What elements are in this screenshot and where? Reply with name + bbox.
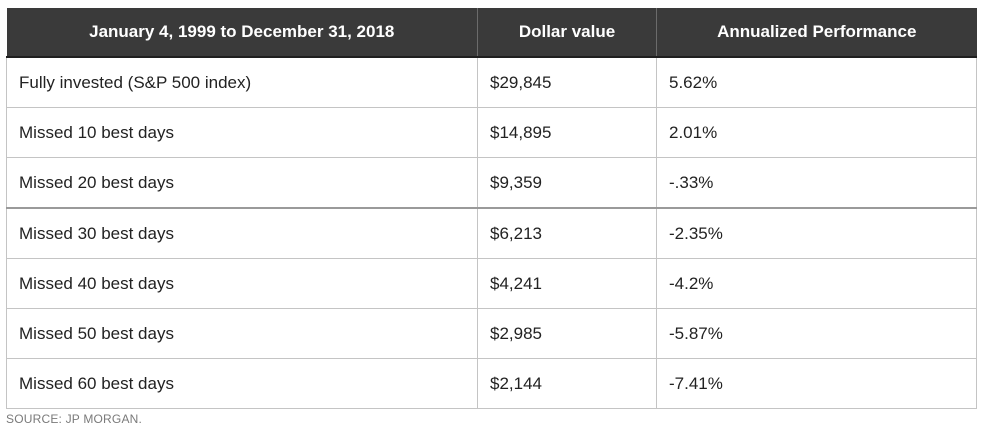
dollar-value-cell: $29,845 [477,56,657,108]
header-dollar-value: Dollar value [477,8,657,58]
dollar-value-cell: $2,144 [477,358,657,409]
performance-cell: -2.35% [656,207,977,259]
dollar-value-cell: $4,241 [477,258,657,309]
table-row: Missed 20 best days $9,359 -.33% [6,157,977,209]
source-note: SOURCE: JP MORGAN. [6,412,143,426]
dollar-value-cell: $6,213 [477,207,657,259]
dollar-value-cell: $9,359 [477,157,657,209]
scenario-cell: Missed 20 best days [6,157,478,209]
performance-cell: 2.01% [656,107,977,158]
table-row: Fully invested (S&P 500 index) $29,845 5… [6,56,977,108]
performance-cell: -4.2% [656,258,977,309]
table-row: Missed 50 best days $2,985 -5.87% [6,308,977,359]
performance-cell: -7.41% [656,358,977,409]
table-row: Missed 10 best days $14,895 2.01% [6,107,977,158]
dollar-value-cell: $2,985 [477,308,657,359]
scenario-cell: Missed 50 best days [6,308,478,359]
scenario-cell: Missed 10 best days [6,107,478,158]
header-period: January 4, 1999 to December 31, 2018 [6,8,478,58]
table-row: Missed 30 best days $6,213 -2.35% [6,207,977,259]
performance-cell: 5.62% [656,56,977,108]
performance-cell: -.33% [656,157,977,209]
header-annualized-performance: Annualized Performance [656,8,977,58]
scenario-cell: Missed 60 best days [6,358,478,409]
dollar-value-cell: $14,895 [477,107,657,158]
scenario-cell: Missed 40 best days [6,258,478,309]
scenario-cell: Missed 30 best days [6,207,478,259]
table-row: Missed 60 best days $2,144 -7.41% [6,358,977,409]
table-header-row: January 4, 1999 to December 31, 2018 Dol… [6,8,977,58]
scenario-cell: Fully invested (S&P 500 index) [6,56,478,108]
performance-cell: -5.87% [656,308,977,359]
table-row: Missed 40 best days $4,241 -4.2% [6,258,977,309]
performance-table: January 4, 1999 to December 31, 2018 Dol… [6,8,977,409]
